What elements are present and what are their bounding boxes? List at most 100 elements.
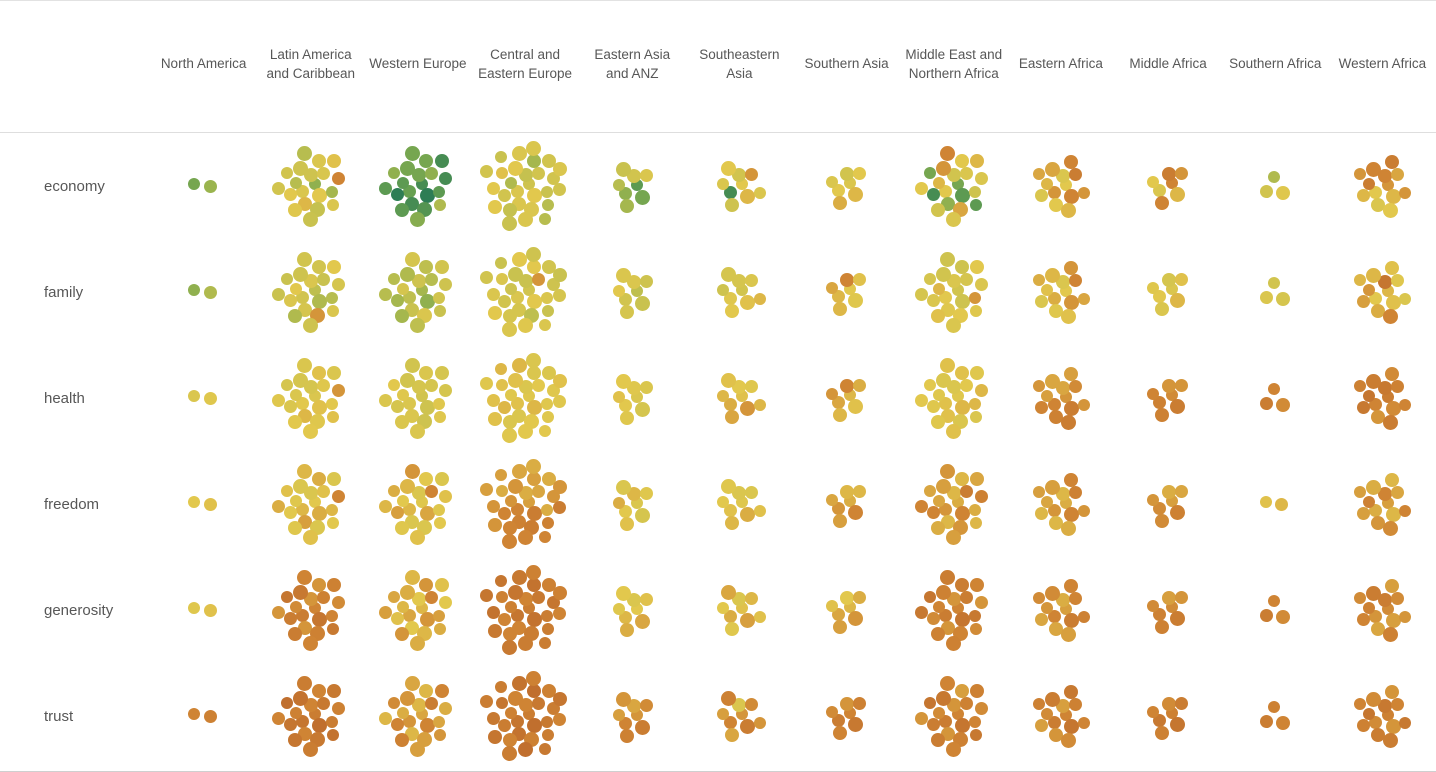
country-dot[interactable] [970,260,985,275]
country-dot[interactable] [434,517,447,529]
country-dot[interactable] [272,499,286,513]
country-dot[interactable] [753,398,766,411]
country-dot[interactable] [1399,610,1412,623]
country-dot[interactable] [1385,507,1401,523]
country-dot[interactable] [1354,274,1367,287]
country-dot[interactable] [1275,398,1290,413]
country-dot[interactable] [317,167,331,181]
country-dot[interactable] [552,161,567,176]
country-dot[interactable] [507,690,523,706]
country-dot[interactable] [932,495,945,507]
country-dot[interactable] [540,292,553,304]
country-dot[interactable] [332,595,346,609]
country-dot[interactable] [932,707,945,719]
country-dot[interactable] [512,676,528,692]
country-dot[interactable] [504,389,517,402]
country-dot[interactable] [840,696,855,711]
country-dot[interactable] [1260,185,1274,198]
country-dot[interactable] [388,167,401,180]
country-dot[interactable] [539,424,552,437]
country-dot[interactable] [955,718,971,734]
country-dot[interactable] [938,397,952,411]
country-dot[interactable] [203,285,217,299]
country-dot[interactable] [1174,590,1188,604]
country-dot[interactable] [615,162,631,178]
country-dot[interactable] [498,188,512,202]
country-dot[interactable] [723,397,737,411]
country-dot[interactable] [495,257,508,270]
country-dot[interactable] [327,366,342,381]
country-dot[interactable] [552,289,566,303]
country-dot[interactable] [498,400,512,414]
country-dot[interactable] [510,715,524,729]
country-dot[interactable] [419,366,434,381]
country-dot[interactable] [969,503,982,516]
country-dot[interactable] [612,602,625,615]
country-dot[interactable] [293,160,309,176]
country-dot[interactable] [620,516,635,531]
country-dot[interactable] [419,718,435,734]
country-dot[interactable] [332,489,346,503]
country-dot[interactable] [1063,685,1078,700]
country-dot[interactable] [975,701,989,715]
country-dot[interactable] [317,697,331,711]
country-dot[interactable] [403,291,417,305]
country-dot[interactable] [289,389,302,401]
country-dot[interactable] [1169,611,1185,627]
country-dot[interactable] [1035,507,1049,521]
country-dot[interactable] [512,570,528,586]
country-dot[interactable] [542,472,557,487]
country-dot[interactable] [395,626,410,641]
country-dot[interactable] [390,506,404,520]
country-dot[interactable] [504,495,517,508]
country-dot[interactable] [945,424,961,439]
country-dot[interactable] [1154,726,1169,741]
country-dot[interactable] [840,484,855,499]
country-dot[interactable] [731,274,746,289]
country-dot[interactable] [403,609,417,623]
country-dot[interactable] [739,507,755,522]
country-dot[interactable] [825,600,838,613]
country-dot[interactable] [512,146,528,162]
country-dot[interactable] [1063,155,1078,170]
country-dot[interactable] [1366,161,1382,177]
country-dot[interactable] [288,732,303,747]
country-dot[interactable] [327,305,340,317]
country-dot[interactable] [1385,685,1400,700]
country-dot[interactable] [502,534,518,550]
country-dot[interactable] [434,411,447,423]
country-dot[interactable] [281,697,294,710]
country-dot[interactable] [289,177,302,189]
country-dot[interactable] [720,161,736,177]
country-dot[interactable] [495,167,508,180]
country-dot[interactable] [424,485,438,499]
country-dot[interactable] [970,578,985,593]
country-dot[interactable] [326,185,339,198]
country-dot[interactable] [753,292,766,305]
country-dot[interactable] [293,478,309,494]
country-dot[interactable] [947,485,962,500]
country-dot[interactable] [1032,274,1045,287]
country-dot[interactable] [1063,473,1078,488]
country-dot[interactable] [434,684,449,699]
country-dot[interactable] [433,715,446,728]
country-dot[interactable] [488,730,503,745]
country-dot[interactable] [411,273,426,288]
country-dot[interactable] [926,718,940,732]
country-dot[interactable] [283,612,297,626]
country-dot[interactable] [627,699,642,714]
country-dot[interactable] [969,291,982,304]
country-dot[interactable] [1366,691,1382,707]
country-dot[interactable] [970,517,983,529]
country-dot[interactable] [1354,486,1367,499]
country-dot[interactable] [410,742,426,757]
country-dot[interactable] [498,506,512,520]
country-dot[interactable] [1169,293,1185,309]
country-dot[interactable] [502,308,517,323]
country-dot[interactable] [1362,708,1375,720]
country-dot[interactable] [924,273,937,286]
country-dot[interactable] [1399,398,1412,411]
country-dot[interactable] [302,636,318,651]
country-dot[interactable] [439,383,453,397]
country-dot[interactable] [725,727,739,742]
